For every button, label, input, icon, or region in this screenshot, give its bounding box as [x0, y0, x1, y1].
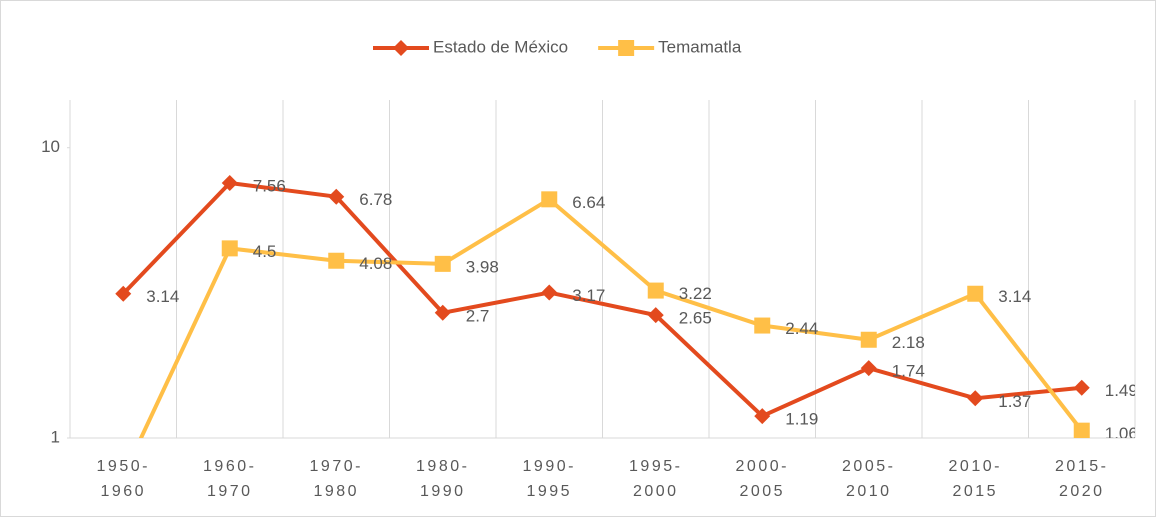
y-tick-label: 1: [51, 427, 60, 446]
point: [754, 317, 771, 334]
data-label: 2.7: [466, 306, 490, 325]
x-tick-label: 1970-1980: [310, 458, 363, 500]
point: [967, 285, 984, 302]
x-tick-label: 2010-2015: [949, 458, 1002, 500]
data-label: 2.65: [679, 309, 712, 328]
series-line: [138, 197, 1084, 438]
point: [967, 390, 984, 407]
data-label: 2.44: [785, 319, 818, 338]
point: [754, 408, 771, 425]
data-label: 3.98: [466, 257, 499, 276]
x-tick-label: 2015-2020: [1055, 458, 1108, 500]
point: [434, 304, 451, 321]
data-label: 6.64: [572, 193, 605, 212]
x-tick-label: 2005-2010: [842, 458, 895, 500]
data-label: 1.37: [998, 392, 1031, 411]
x-tick-label: 2000-2005: [736, 458, 789, 500]
legend-marker: [393, 40, 409, 56]
data-label: 4.5: [253, 242, 277, 261]
legend-label: Estado de México: [433, 37, 568, 56]
point: [647, 307, 664, 324]
x-tick-label: 1960-1970: [203, 458, 256, 500]
data-label: 4.08: [359, 254, 392, 273]
point: [115, 285, 132, 302]
data-label: 1.74: [892, 362, 925, 381]
data-label: 3.17: [572, 286, 605, 305]
point: [328, 188, 345, 205]
point: [328, 252, 345, 269]
legend-marker: [618, 40, 635, 56]
point: [221, 174, 238, 191]
data-label: 3.14: [998, 287, 1031, 306]
data-label: 3.14: [146, 287, 179, 306]
point: [1073, 379, 1090, 396]
x-tick-label: 1990-1995: [523, 458, 576, 500]
point: [541, 191, 558, 208]
point: [860, 360, 877, 377]
data-label: 3.22: [679, 284, 712, 303]
series-line: [121, 180, 1082, 419]
legend-label: Temamatla: [658, 37, 742, 56]
x-tick-label: 1995-2000: [629, 458, 682, 500]
point: [1073, 422, 1090, 438]
point: [647, 282, 664, 299]
x-tick-label: 1980-1990: [416, 458, 469, 500]
data-label: 6.78: [359, 190, 392, 209]
plot-area: 3.147.566.782.73.172.651.191.741.371.490…: [115, 174, 1138, 443]
data-label: 1.49: [1105, 381, 1138, 400]
data-label: 2.18: [892, 333, 925, 352]
data-label: 7.56: [253, 176, 286, 195]
point: [541, 284, 558, 301]
point: [860, 331, 877, 348]
point: [221, 240, 238, 257]
point: [434, 255, 451, 272]
data-label: 1.19: [785, 410, 818, 429]
data-label: 1.06: [1105, 424, 1138, 443]
x-tick-label: 1950-1960: [97, 458, 150, 500]
y-tick-label: 10: [41, 137, 60, 156]
